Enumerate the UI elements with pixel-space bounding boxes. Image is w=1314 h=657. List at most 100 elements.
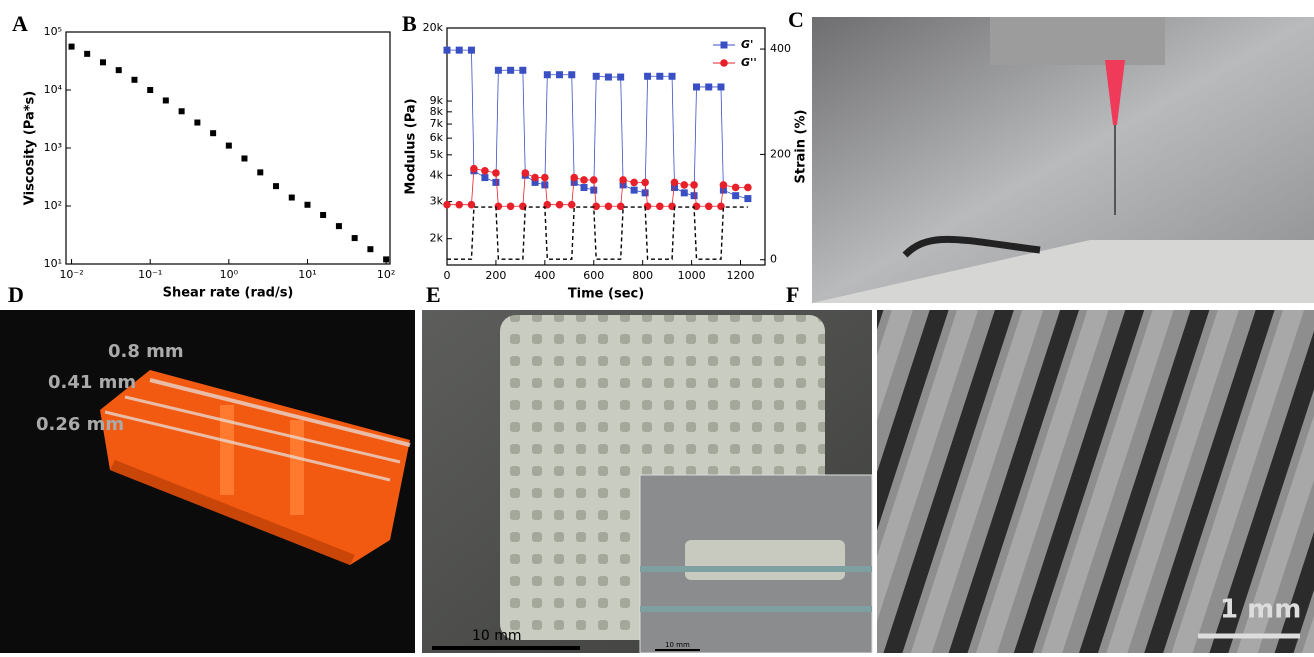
- point: [481, 174, 488, 181]
- point: [541, 181, 548, 188]
- panel-letter: C: [788, 7, 804, 32]
- point: [580, 176, 588, 184]
- y-tick-label: 3k: [430, 195, 444, 208]
- panel-letter: E: [426, 282, 441, 307]
- point: [100, 59, 106, 65]
- point: [732, 192, 739, 199]
- plot-frame: [447, 28, 765, 265]
- point: [352, 235, 358, 241]
- point: [69, 44, 75, 50]
- point: [383, 256, 389, 262]
- photo-printer: [812, 17, 1314, 303]
- point: [495, 67, 502, 74]
- point: [179, 108, 185, 114]
- point: [619, 176, 627, 184]
- point: [507, 67, 514, 74]
- legend-label: G'': [741, 56, 757, 69]
- photo-printed-part: [0, 310, 415, 653]
- panel-letter: B: [402, 11, 417, 36]
- point: [592, 202, 600, 210]
- point: [580, 184, 587, 191]
- point: [492, 169, 500, 177]
- point: [568, 201, 576, 209]
- point: [568, 71, 575, 78]
- y2-tick-label: 400: [770, 42, 791, 55]
- point: [84, 51, 90, 57]
- y-tick-label: 5k: [430, 148, 444, 161]
- x-axis-title: Time (sec): [568, 287, 644, 302]
- point: [241, 155, 247, 161]
- y-tick-label: 10⁴: [44, 83, 63, 96]
- point: [289, 195, 295, 201]
- photo-scaffold: [422, 310, 872, 653]
- point: [744, 195, 751, 202]
- y2-tick-label: 0: [770, 253, 777, 266]
- x-tick-label: 600: [583, 269, 604, 282]
- point: [147, 87, 153, 93]
- point: [492, 179, 499, 186]
- x-tick-label: 1000: [678, 269, 706, 282]
- x-tick-label: 10⁰: [220, 268, 239, 281]
- point: [257, 169, 263, 175]
- point: [544, 71, 551, 78]
- point: [210, 130, 216, 136]
- point: [521, 169, 529, 177]
- x-tick-label: 10¹: [298, 268, 316, 281]
- point: [680, 181, 688, 189]
- scale-label: 10 mm: [665, 641, 690, 649]
- scale-label: 1 mm: [1220, 595, 1301, 625]
- point: [644, 73, 651, 80]
- point: [443, 201, 451, 209]
- point: [116, 67, 122, 73]
- y2-axis-title: Strain (%): [794, 110, 809, 184]
- point: [131, 77, 137, 83]
- point: [531, 174, 539, 182]
- point: [320, 212, 326, 218]
- point: [690, 181, 698, 189]
- point: [507, 202, 515, 210]
- x-tick-label: 0: [444, 269, 451, 282]
- point: [444, 47, 451, 54]
- legend-marker: [720, 59, 728, 67]
- point: [304, 202, 310, 208]
- y-axis-title: Modulus (Pa): [404, 98, 419, 194]
- filament-label: 0.26 mm: [36, 414, 124, 435]
- point: [605, 74, 612, 81]
- point: [705, 83, 712, 90]
- point: [631, 187, 638, 194]
- panel-letter: A: [12, 11, 28, 36]
- x-axis-title: Shear rate (rad/s): [163, 286, 294, 301]
- point: [556, 201, 564, 209]
- legend-marker: [721, 42, 728, 49]
- y-tick-label: 4k: [430, 168, 444, 181]
- point: [656, 202, 664, 210]
- point: [656, 73, 663, 80]
- x-tick-label: 10²: [377, 268, 395, 281]
- y-tick-label: 6k: [430, 131, 444, 144]
- legend-label: G': [741, 38, 753, 51]
- point: [705, 202, 713, 210]
- point: [681, 189, 688, 196]
- point: [481, 167, 489, 175]
- point: [456, 47, 463, 54]
- point: [691, 192, 698, 199]
- page: A B C D E F 0.8 mm 0.41 mm 0.26 mm 10 mm…: [0, 0, 1314, 653]
- y-tick-label: 10²: [44, 199, 62, 212]
- point: [593, 73, 600, 80]
- point: [617, 74, 624, 81]
- y-axis-title: Viscosity (Pa*s): [23, 91, 38, 205]
- y-tick-label: 7k: [430, 117, 444, 130]
- y-tick-label: 10³: [44, 141, 62, 154]
- point: [717, 83, 724, 90]
- x-tick-label: 200: [485, 269, 506, 282]
- point: [720, 181, 728, 189]
- point: [671, 179, 679, 187]
- point: [163, 97, 169, 103]
- y-tick-label: 9k: [430, 94, 444, 107]
- point: [468, 47, 475, 54]
- panel-letter: D: [8, 282, 24, 307]
- point: [605, 202, 613, 210]
- y-tick-label: 10⁵: [44, 25, 62, 38]
- series-line: [447, 207, 748, 259]
- point: [617, 202, 625, 210]
